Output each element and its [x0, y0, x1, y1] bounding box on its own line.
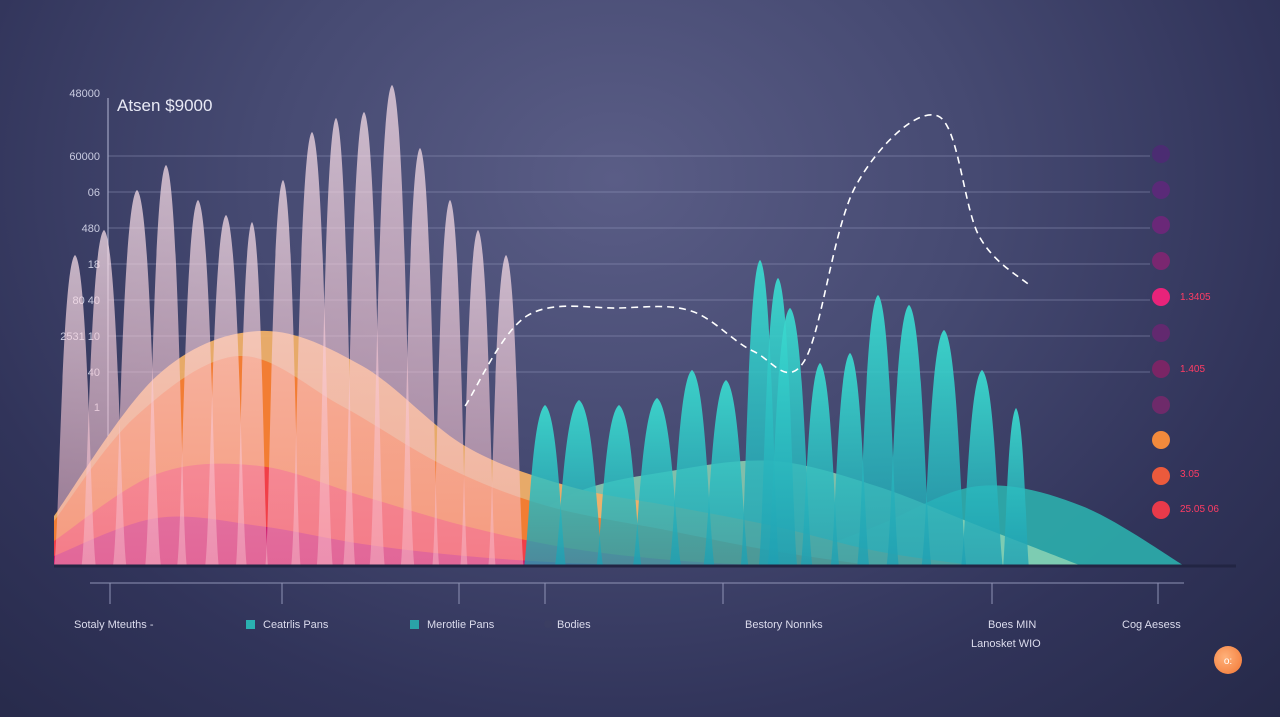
right-dot — [1152, 288, 1170, 306]
spike-mark — [767, 308, 813, 566]
x-ticks — [109, 583, 1159, 604]
spike-mark — [54, 255, 96, 566]
y-tick-label: 480 — [82, 223, 100, 235]
legend-label: Merotlie Pans — [427, 619, 495, 631]
spike-mark — [400, 148, 440, 566]
legend-marker — [246, 620, 255, 629]
spike-mark — [488, 255, 524, 566]
legend: Sotaly Mteuths - Ceatrlis Pans Merotlie … — [74, 619, 1181, 650]
spike-mark — [921, 330, 967, 566]
legend-marker — [410, 620, 419, 629]
right-dot — [1152, 145, 1170, 163]
chart-title: Atsen $9000 — [117, 96, 212, 115]
spike-mark — [205, 215, 247, 566]
spike-mark — [81, 230, 127, 566]
y-tick-label: 06 — [88, 187, 100, 199]
spike-mark — [524, 405, 566, 566]
spike-mark — [703, 380, 749, 566]
corner-badge[interactable]: o: — [1214, 646, 1242, 674]
dashed-trend-line — [464, 114, 1031, 407]
right-dot — [1152, 396, 1170, 414]
spike-mark — [857, 295, 899, 566]
spike-mark — [669, 370, 715, 566]
spike-mark — [236, 222, 268, 566]
spike-mark — [113, 190, 161, 566]
right-dot — [1152, 467, 1170, 485]
legend-marker — [544, 620, 552, 628]
right-label: 1.405 — [1180, 364, 1205, 375]
right-dot — [1152, 431, 1170, 449]
spike-mark — [555, 400, 603, 566]
decorative-spikes — [54, 85, 1029, 566]
badge-label: o: — [1224, 656, 1232, 667]
legend-label: Bodies — [557, 619, 591, 631]
right-markers: 1.3405 1.405 3.05 25.05 06 — [1152, 145, 1219, 519]
badge-circle[interactable] — [1214, 646, 1242, 674]
spike-mark — [1003, 408, 1029, 566]
right-label: 3.05 — [1180, 469, 1200, 480]
y-tick-label: 48000 — [69, 88, 100, 100]
legend-label: Bestory Nonnks — [745, 619, 823, 631]
legend-label: Boes MIN — [988, 619, 1036, 631]
spike-mark — [432, 200, 468, 566]
legend-label: Lanosket WIO — [971, 638, 1041, 650]
spike-mark — [369, 85, 415, 566]
right-label: 25.05 06 — [1180, 504, 1219, 515]
right-dot — [1152, 181, 1170, 199]
spike-mark — [316, 118, 356, 566]
spike-mark — [460, 230, 496, 566]
right-dot — [1152, 252, 1170, 270]
spike-mark — [886, 305, 932, 566]
spike-mark — [961, 370, 1003, 566]
right-label: 1.3405 — [1180, 292, 1211, 303]
spike-mark — [265, 180, 301, 566]
spike-mark — [596, 405, 642, 566]
spike-mark — [633, 398, 681, 566]
spike-mark — [177, 200, 219, 566]
right-dot — [1152, 360, 1170, 378]
grid-lines — [108, 155, 1150, 373]
right-dot — [1152, 501, 1170, 519]
right-dot — [1152, 324, 1170, 342]
y-tick-label: 60000 — [69, 151, 100, 163]
legend-label: Sotaly Mteuths - — [74, 619, 154, 631]
legend-label: Ceatrlis Pans — [263, 619, 329, 631]
spike-mark — [800, 363, 840, 566]
spike-mark — [830, 353, 870, 566]
spike-mark — [145, 165, 187, 566]
right-dot — [1152, 216, 1170, 234]
legend-label: Cog Aesess — [1122, 619, 1181, 631]
